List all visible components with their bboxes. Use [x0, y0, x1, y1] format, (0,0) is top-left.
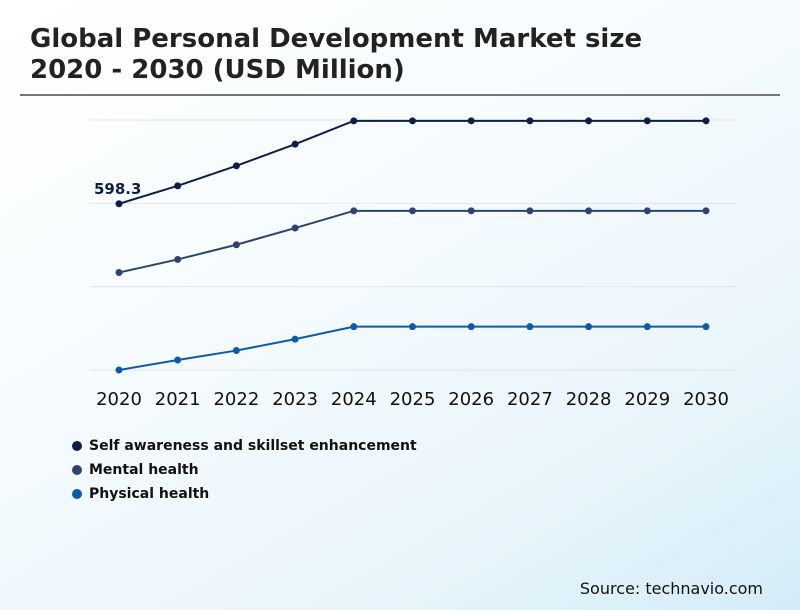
- x-tick-label: 2030: [683, 389, 729, 410]
- data-point: [467, 323, 475, 331]
- x-tick-label: 2025: [390, 389, 436, 410]
- title-line-1: Global Personal Development Market size: [30, 24, 643, 54]
- data-point: [291, 335, 299, 343]
- data-point: [585, 323, 593, 331]
- data-point: [526, 117, 534, 125]
- title-divider: [20, 94, 780, 96]
- data-point: [526, 323, 534, 331]
- legend-label: Self awareness and skillset enhancement: [89, 438, 417, 454]
- data-point: [643, 117, 651, 125]
- data-point: [409, 207, 416, 215]
- x-tick-label: 2021: [155, 389, 201, 410]
- legend-dot-icon: [72, 489, 82, 499]
- data-point: [232, 347, 240, 355]
- data-point: [702, 117, 710, 125]
- legend-dot-icon: [72, 465, 82, 475]
- data-point: [467, 117, 475, 125]
- legend-item: Self awareness and skillset enhancement: [72, 434, 417, 458]
- data-point: [174, 356, 182, 364]
- legend-item: Physical health: [72, 482, 417, 506]
- data-point: [291, 224, 299, 232]
- data-point: [350, 117, 358, 125]
- data-point: [585, 207, 593, 215]
- title-line-2: 2020 - 2030 (USD Million): [30, 55, 405, 85]
- legend: Self awareness and skillset enhancement …: [72, 434, 417, 506]
- series-line: [118, 325, 706, 371]
- legend-item: Mental health: [72, 458, 417, 482]
- data-point: [409, 323, 416, 331]
- data-point: [174, 255, 182, 263]
- data-point: [643, 207, 651, 215]
- data-label: 598.3: [94, 180, 141, 198]
- data-point: [232, 162, 240, 170]
- x-tick-label: 2024: [331, 389, 377, 410]
- data-point: [291, 140, 299, 148]
- data-point: [232, 241, 240, 249]
- data-point: [702, 207, 710, 215]
- x-tick-label: 2020: [96, 389, 142, 410]
- x-tick-label: 2027: [507, 389, 553, 410]
- data-point: [467, 207, 475, 215]
- x-tick-label: 2028: [566, 389, 612, 410]
- series-line: [118, 209, 706, 274]
- chart-title: Global Personal Development Market size …: [30, 24, 642, 86]
- data-point: [643, 323, 651, 331]
- data-point: [350, 207, 358, 215]
- data-point: [115, 269, 123, 276]
- data-point: [350, 323, 358, 331]
- x-tick-label: 2029: [624, 389, 670, 410]
- data-point: [115, 366, 123, 374]
- data-point: [702, 323, 710, 331]
- data-point: [115, 200, 123, 208]
- legend-label: Mental health: [89, 462, 199, 478]
- data-point: [174, 182, 182, 190]
- legend-label: Physical health: [89, 486, 210, 502]
- series-line: [118, 119, 706, 205]
- data-point: [526, 207, 534, 215]
- data-point: [409, 117, 416, 125]
- data-point: [585, 117, 593, 125]
- legend-dot-icon: [72, 441, 82, 451]
- source-credit: Source: technavio.com: [579, 579, 763, 598]
- x-tick-label: 2023: [272, 389, 318, 410]
- x-tick-label: 2022: [213, 389, 259, 410]
- x-tick-label: 2026: [448, 389, 494, 410]
